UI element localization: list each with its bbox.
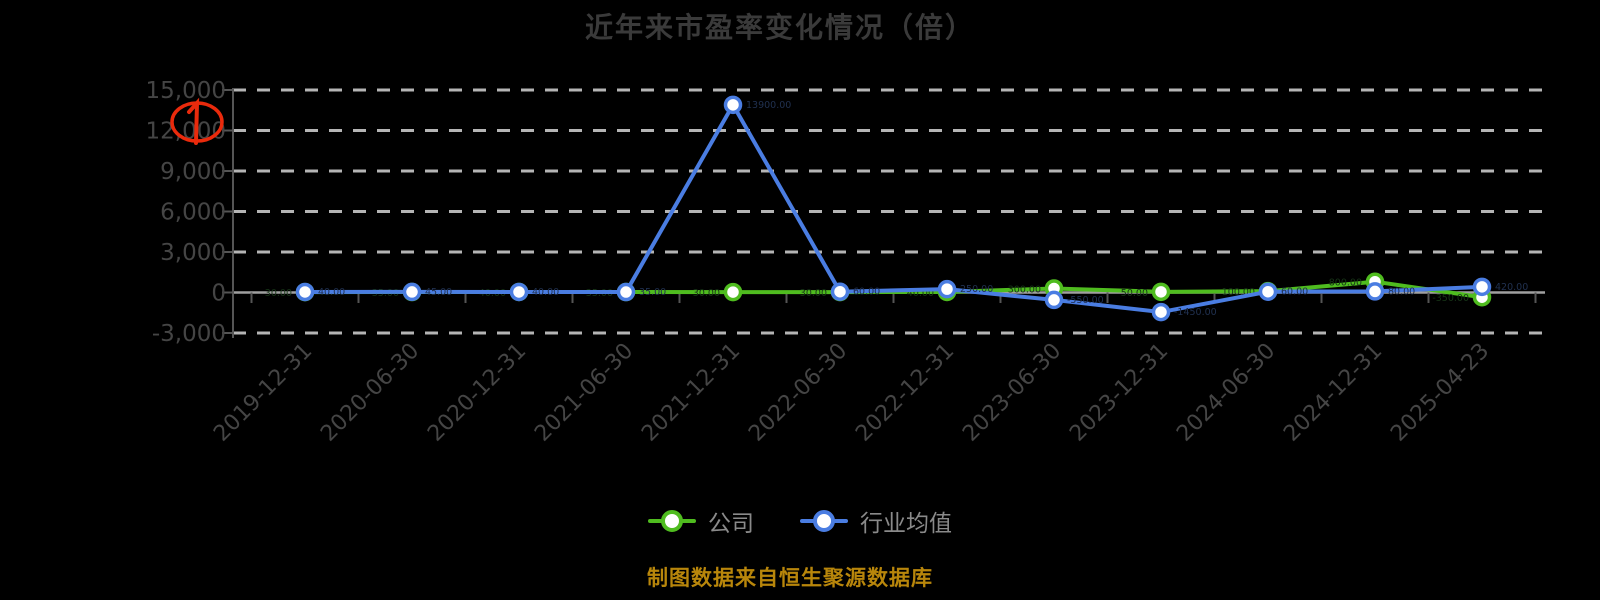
point-value-label: 30.00: [265, 288, 292, 299]
point-value-label: 300.00: [1008, 284, 1041, 295]
data-point-marker: [1151, 302, 1171, 322]
data-point-marker: [1365, 282, 1385, 301]
data-point-marker: [295, 282, 315, 302]
data-point-marker: [937, 279, 957, 299]
point-value-label: 30.00: [800, 288, 827, 299]
legend: 公司 行业均值: [0, 504, 1600, 538]
point-value-label: 60.00: [1281, 287, 1308, 298]
y-axis-label: 15,000: [146, 78, 226, 104]
x-axis-label: 2019-12-31: [209, 339, 317, 447]
y-axis-label: -3,000: [152, 321, 226, 347]
x-axis-label: 2021-06-30: [530, 339, 638, 447]
point-value-label: 40.00: [318, 287, 345, 298]
y-axis-label: 3,000: [160, 240, 226, 266]
point-value-label: 45.00: [425, 287, 452, 298]
red-annotation-stroke: [187, 97, 200, 145]
point-value-label: -1450.00: [1174, 307, 1217, 318]
y-axis-label: 9,000: [160, 159, 226, 185]
legend-label-company: 公司: [708, 511, 754, 537]
data-point-marker: [1472, 277, 1492, 297]
data-point-marker: [723, 282, 743, 302]
point-value-label: 40.00: [907, 288, 934, 299]
x-axis-label: 2022-12-31: [851, 339, 959, 447]
data-point-marker: [723, 95, 743, 115]
point-value-label: 420.00: [1495, 282, 1528, 293]
point-value-label: 800.00: [1329, 278, 1362, 289]
point-value-label: 80.00: [1388, 286, 1415, 297]
x-axis-label: 2020-12-31: [423, 339, 531, 447]
company-series-marker-icon: [648, 508, 696, 534]
point-value-label: 250.00: [960, 284, 993, 295]
data-point-marker: [1151, 282, 1171, 302]
point-value-label: 35.00: [639, 287, 666, 298]
x-axis-label: 2023-06-30: [958, 339, 1066, 447]
x-axis-label: 2021-12-31: [637, 339, 745, 447]
x-axis-label: 2020-06-30: [316, 339, 424, 447]
data-point-marker: [402, 282, 422, 302]
legend-item-industry[interactable]: 行业均值: [800, 504, 952, 538]
x-axis-label: 2024-12-31: [1279, 339, 1387, 447]
series-line-industry: [303, 102, 1484, 315]
x-axis-label: 2024-06-30: [1172, 339, 1280, 447]
y-axis-label: 6,000: [160, 200, 226, 226]
x-axis-label: 2025-04-23: [1386, 339, 1494, 447]
point-value-label: 40.00: [532, 287, 559, 298]
point-value-label: 13900.00: [746, 100, 791, 111]
data-point-marker: [830, 282, 850, 301]
point-value-label: -350.00: [1432, 293, 1469, 304]
point-value-label: 50.00: [1121, 288, 1148, 299]
point-value-label: 60.00: [853, 287, 880, 298]
industry-series-marker-icon: [800, 508, 848, 534]
data-source-note: 制图数据来自恒生聚源数据库: [647, 566, 933, 590]
legend-label-industry: 行业均值: [860, 511, 952, 537]
point-value-label: -550.00: [1067, 295, 1104, 306]
legend-item-company[interactable]: 公司: [648, 504, 754, 538]
x-axis-label: 2022-06-30: [744, 339, 852, 447]
data-point-marker: [616, 282, 636, 302]
y-axis-label: 0: [211, 281, 226, 307]
data-point-marker: [509, 282, 529, 302]
chart-title: 近年来市盈率变化情况（倍）: [584, 11, 975, 44]
point-value-label: 30.00: [693, 288, 720, 299]
data-point-marker: [1044, 290, 1064, 310]
x-axis-label: 2023-12-31: [1065, 339, 1173, 447]
data-point-marker: [1258, 282, 1278, 301]
point-value-label: 100.00: [1222, 287, 1255, 298]
